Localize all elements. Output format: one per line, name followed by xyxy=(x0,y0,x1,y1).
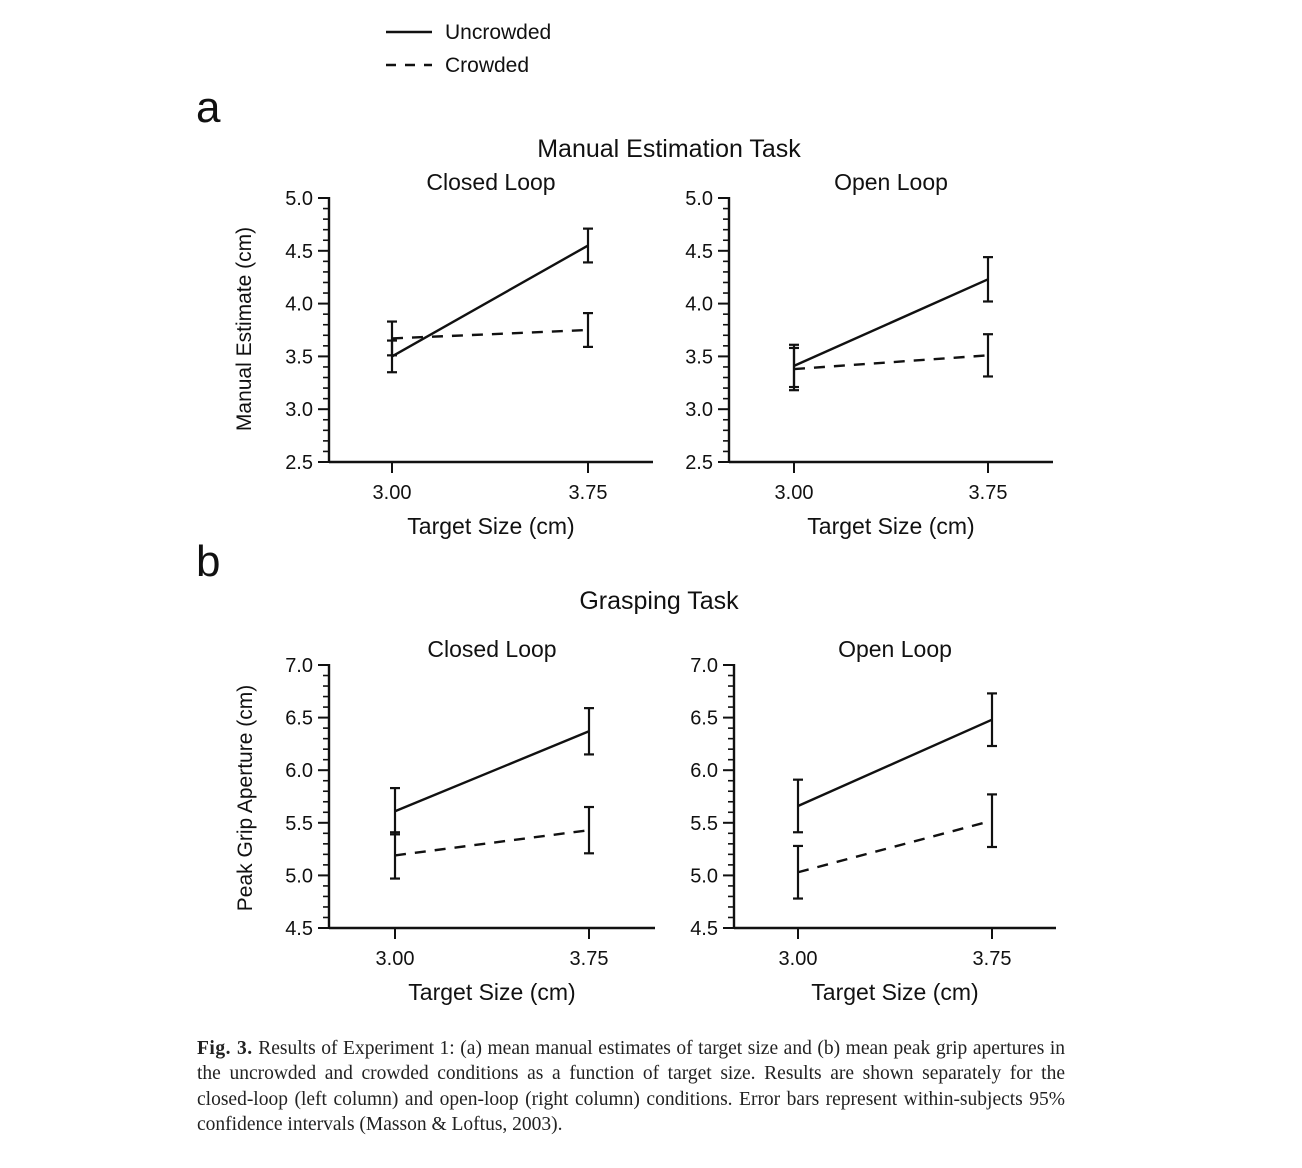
figure-canvas: Uncrowded Crowded a b Manual Estimation … xyxy=(196,21,1056,1005)
series-line-uncrowded xyxy=(797,718,993,808)
series-line-uncrowded xyxy=(394,730,590,813)
panel-title: Closed Loop xyxy=(426,169,555,195)
y-tick-label: 5.0 xyxy=(285,188,313,210)
y-tick-label: 5.5 xyxy=(285,813,313,835)
series-line-crowded xyxy=(797,819,993,874)
y-axis-label-peak-grip: Peak Grip Aperture (cm) xyxy=(234,685,257,911)
y-tick-label: 6.5 xyxy=(285,708,313,730)
series-line-crowded xyxy=(394,828,590,857)
y-tick-label: 4.0 xyxy=(685,294,713,316)
x-axis-label: Target Size (cm) xyxy=(408,979,575,1005)
panel-title: Closed Loop xyxy=(427,636,556,662)
x-axis-label: Target Size (cm) xyxy=(407,513,574,539)
x-tick-label: 3.75 xyxy=(969,482,1008,504)
x-tick-label: 3.75 xyxy=(569,482,608,504)
chart-panel-4: 4.5 5.0 5.5 6.0 6.5 7.0 3.00 3.75 Open Loop Targe… xyxy=(690,636,1056,1005)
caption-label: Fig. 3. xyxy=(197,1038,253,1059)
y-tick-label: 4.0 xyxy=(285,294,313,316)
chart-panel-1: 2.5 3.0 3.5 4.0 4.5 5.0 3.00 3.75 Closed Loop Tar… xyxy=(285,169,653,539)
x-axis-label: Target Size (cm) xyxy=(811,979,978,1005)
y-tick-label: 3.5 xyxy=(285,346,313,368)
series-line-uncrowded xyxy=(391,244,589,358)
y-tick-label: 6.0 xyxy=(690,760,718,782)
x-axis-label: Target Size (cm) xyxy=(807,513,974,539)
panel-label-a: a xyxy=(196,83,221,132)
y-tick-label: 7.0 xyxy=(285,655,313,677)
charts-group: 2.5 3.0 3.5 4.0 4.5 5.0 3.00 3.75 Closed Loop Tar… xyxy=(285,169,1056,1005)
y-tick-label: 2.5 xyxy=(685,452,713,474)
series-line-crowded xyxy=(793,354,989,371)
y-tick-label: 5.0 xyxy=(285,865,313,887)
figure-caption: Fig. 3. Results of Experiment 1: (a) mea… xyxy=(197,1036,1065,1137)
y-tick-label: 3.5 xyxy=(685,346,713,368)
x-tick-label: 3.00 xyxy=(376,948,415,970)
chart-panel-2: 2.5 3.0 3.5 4.0 4.5 5.0 3.00 3.75 Open Loop Targe… xyxy=(685,169,1053,539)
y-tick-label: 3.0 xyxy=(685,399,713,421)
y-tick-label: 5.5 xyxy=(690,813,718,835)
series-line-uncrowded xyxy=(793,278,989,367)
chart-panel-3: 4.5 5.0 5.5 6.0 6.5 7.0 3.00 3.75 Closed Loop Tar… xyxy=(285,636,655,1005)
x-tick-label: 3.00 xyxy=(373,482,412,504)
series-line-crowded xyxy=(391,328,589,340)
y-tick-label: 5.0 xyxy=(685,188,713,210)
y-tick-label: 4.5 xyxy=(285,241,313,263)
y-tick-label: 4.5 xyxy=(690,918,718,940)
legend-label-crowded: Crowded xyxy=(445,54,529,77)
panel-title: Open Loop xyxy=(834,169,948,195)
row-title-grasping: Grasping Task xyxy=(579,587,739,615)
x-tick-label: 3.00 xyxy=(779,948,818,970)
y-axis-label-manual-estimate: Manual Estimate (cm) xyxy=(233,227,256,431)
y-tick-label: 6.0 xyxy=(285,760,313,782)
legend-label-uncrowded: Uncrowded xyxy=(445,21,551,44)
caption-text: Results of Experiment 1: (a) mean manual… xyxy=(197,1038,1066,1135)
y-tick-label: 7.0 xyxy=(690,655,718,677)
y-tick-label: 4.5 xyxy=(285,918,313,940)
row-title-manual-estimation: Manual Estimation Task xyxy=(537,135,801,163)
x-tick-label: 3.75 xyxy=(973,948,1012,970)
panel-title: Open Loop xyxy=(838,636,952,662)
panel-label-b: b xyxy=(196,537,220,586)
y-tick-label: 5.0 xyxy=(690,865,718,887)
y-tick-label: 4.5 xyxy=(685,241,713,263)
y-tick-label: 6.5 xyxy=(690,708,718,730)
legend: Uncrowded Crowded xyxy=(386,21,551,77)
x-tick-label: 3.00 xyxy=(775,482,814,504)
y-tick-label: 2.5 xyxy=(285,452,313,474)
y-tick-label: 3.0 xyxy=(285,399,313,421)
x-tick-label: 3.75 xyxy=(570,948,609,970)
